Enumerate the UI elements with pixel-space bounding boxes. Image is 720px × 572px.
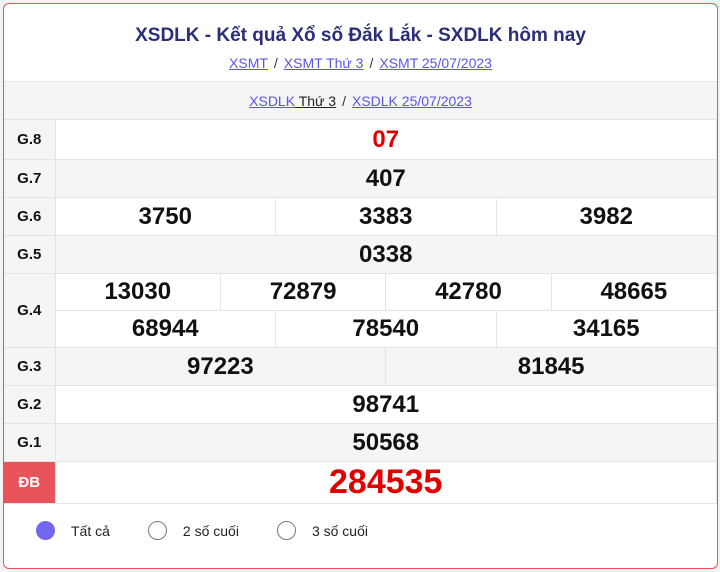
row-g2: G.2 98741 xyxy=(4,385,717,424)
prize-number: 81845 xyxy=(385,348,716,385)
prize-label: G.5 xyxy=(4,235,56,274)
prize-number: 98741 xyxy=(54,385,717,424)
link-xsdlk-thu3[interactable]: XSDLK Thứ 3 xyxy=(249,93,336,109)
prize-number: 13030 xyxy=(104,278,172,305)
link-part: XSDLK xyxy=(249,93,296,109)
digit-filter: Tất cả 2 số cuối 3 số cuối xyxy=(36,521,406,540)
results-table: G.8 07 G.7 407 G.6 3750 3383 3982 G.5 0338 G.4… xyxy=(4,119,717,504)
row-g6: G.6 3750 3383 3982 xyxy=(4,197,717,236)
results-card: XSDLK - Kết quả Xổ số Đắk Lắk - SXDLK hô… xyxy=(3,3,718,569)
link-xsmt-thu3[interactable]: XSMT Thứ 3 xyxy=(283,55,364,71)
sub-links: XSDLK Thứ 3 / XSDLK 25/07/2023 xyxy=(4,81,717,119)
row-g4: G.4 13030 72879 42780 48665 68944 78540 34165 xyxy=(4,273,717,348)
prize-number: 3750 xyxy=(138,202,192,230)
filter-label: 2 số cuối xyxy=(182,522,239,539)
prize-label: ĐB xyxy=(4,461,56,504)
prize-number: 07 xyxy=(54,119,717,160)
filter-all[interactable]: Tất cả xyxy=(36,521,110,540)
prize-label: G.7 xyxy=(4,159,56,198)
radio-selected-icon[interactable] xyxy=(36,521,55,540)
prize-number: 50568 xyxy=(54,423,717,462)
link-part: Thứ 3 xyxy=(295,93,337,109)
radio-icon[interactable] xyxy=(147,521,167,540)
row-g7: G.7 407 xyxy=(4,159,717,198)
prize-number: 3383 xyxy=(275,198,496,235)
row-g5: G.5 0338 xyxy=(4,235,717,274)
prize-number: 42780 xyxy=(385,274,550,310)
filter-last-3[interactable]: 3 số cuối xyxy=(276,521,368,540)
jackpot-number: 284535 xyxy=(54,461,717,504)
link-xsmt-date[interactable]: XSMT 25/07/2023 xyxy=(379,55,492,71)
prize-label: G.6 xyxy=(4,197,56,236)
prize-number: 97223 xyxy=(187,352,254,380)
link-xsmt[interactable]: XSMT xyxy=(229,55,268,71)
prize-label: G.2 xyxy=(4,385,56,424)
link-xsdlk-date[interactable]: XSDLK 25/07/2023 xyxy=(351,93,472,109)
row-g3: G.3 97223 81845 xyxy=(4,347,717,386)
prize-number: 3982 xyxy=(495,198,717,235)
prize-label: G.4 xyxy=(4,273,56,348)
filter-label: 3 số cuối xyxy=(311,522,368,539)
radio-icon[interactable] xyxy=(276,521,296,540)
prize-number: 72879 xyxy=(219,274,385,310)
filter-label: Tất cả xyxy=(71,522,110,539)
prize-label: G.1 xyxy=(4,423,56,462)
row-g1: G.1 50568 xyxy=(4,423,717,462)
separator: / xyxy=(342,93,346,109)
prize-label: G.8 xyxy=(4,119,56,160)
filter-last-2[interactable]: 2 số cuối xyxy=(147,521,239,540)
prize-number: 0338 xyxy=(54,235,717,274)
row-g8: G.8 07 xyxy=(4,119,717,160)
page-title: XSDLK - Kết quả Xổ số Đắk Lắk - SXDLK hô… xyxy=(135,25,586,46)
prize-number: 34165 xyxy=(495,311,717,347)
prize-number: 407 xyxy=(54,159,717,198)
separator: / xyxy=(369,55,374,71)
row-db: ĐB 284535 xyxy=(4,461,717,504)
prize-number: 68944 xyxy=(131,315,199,342)
prize-label: G.3 xyxy=(4,347,56,386)
prize-number: 78540 xyxy=(275,311,496,347)
separator: / xyxy=(273,55,278,71)
breadcrumb: XSMT / XSMT Thứ 3 / XSMT 25/07/2023 xyxy=(4,55,717,73)
prize-number: 48665 xyxy=(550,274,716,310)
